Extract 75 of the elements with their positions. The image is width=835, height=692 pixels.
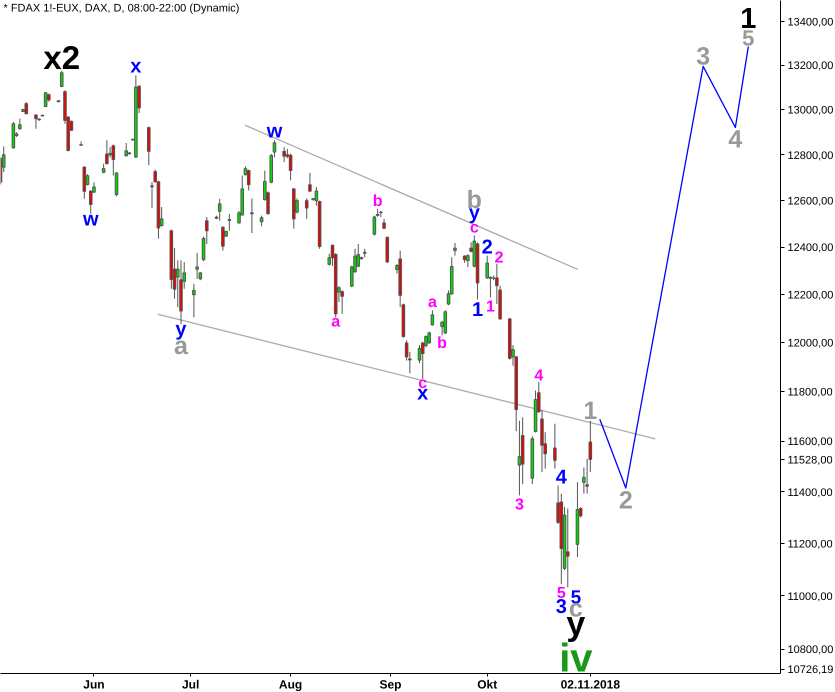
candlestick: [228, 213, 232, 232]
x-tick-label: Okt: [477, 678, 498, 692]
annotation: 1: [486, 298, 495, 316]
annotation: 1: [472, 298, 484, 321]
candlestick: [427, 331, 431, 344]
annotation: y: [175, 318, 188, 341]
x-tick-label: Sep: [379, 678, 402, 692]
annotation: a: [428, 294, 437, 312]
candlestick: [382, 218, 386, 230]
candlestick: [453, 242, 457, 256]
annotation: 3: [696, 42, 710, 71]
y-tick-label: 11200,00: [788, 538, 833, 550]
candlestick: [282, 146, 286, 163]
candlestick: [444, 310, 448, 335]
x-tick-label: Jul: [182, 678, 200, 692]
candlestick: [260, 215, 264, 227]
candlestick: [192, 283, 196, 318]
y-tick-label: 11600,00: [788, 436, 833, 448]
candlestick: [60, 70, 64, 88]
candlestick: [430, 310, 434, 326]
candlestick: [518, 420, 522, 496]
candlestick: [12, 122, 16, 150]
candlestick: [146, 126, 151, 166]
candlestick: [308, 172, 312, 193]
candlestick: [566, 508, 570, 588]
y-tick-label: 12200,00: [788, 289, 834, 302]
candlestick: [218, 198, 222, 222]
y-tick-label: 11000,00: [788, 590, 833, 603]
candlestick: [553, 423, 557, 470]
y-tick-label: 11400,00: [788, 486, 833, 499]
line-series: [599, 46, 749, 489]
y-tick-label: 13400,00: [788, 16, 834, 28]
annotation: 4: [534, 368, 544, 385]
annotation: 4: [556, 466, 568, 489]
y-tick-label: 11528,00: [788, 454, 833, 466]
y-tick-label: 12400,00: [788, 242, 834, 254]
candlestick: [24, 102, 28, 115]
y-tick-label: 13200,00: [788, 60, 834, 72]
annotation: 3: [514, 496, 524, 514]
candlestick: [466, 254, 470, 268]
x-tick-label: Jun: [83, 678, 105, 692]
annotation: 2: [494, 249, 504, 266]
candlestick: [340, 290, 344, 314]
candlestick: [105, 140, 109, 166]
y-tick-label: 12000,00: [788, 338, 834, 350]
candlestick: [195, 252, 199, 280]
y-tick-label: 10726,19: [788, 664, 834, 676]
y-tick-label: 12800,00: [788, 150, 834, 162]
annotation: b: [372, 192, 383, 210]
y-tick-label: 12600,00: [788, 196, 834, 208]
y-tick-label: 13000,00: [788, 104, 834, 117]
chart-title: * FDAX 1!-EUX, DAX, D, 08:00-22:00 (Dynamic): [4, 2, 240, 14]
annotation: 1: [583, 397, 598, 426]
candlestick: [124, 142, 128, 158]
annotation: w: [82, 208, 99, 230]
candlestick: [288, 153, 292, 181]
annotation: 4: [728, 126, 742, 154]
annotation: a: [331, 314, 340, 331]
candlestick: [246, 169, 250, 191]
candlestick: [221, 226, 225, 251]
annotation: x2: [43, 38, 80, 76]
x-tick-label: Aug: [278, 678, 302, 692]
candlestick: [250, 198, 254, 234]
candlestick: [34, 114, 38, 130]
y-tick-label: 10800,00: [788, 644, 834, 656]
annotation: b: [437, 335, 448, 352]
candlestick: [304, 198, 308, 220]
x-tick-label: 02.11.2018: [560, 678, 620, 692]
annotation: 2: [618, 486, 633, 514]
candlestick: [150, 181, 154, 209]
y-tick-label: 11800,00: [788, 386, 833, 398]
annotation: w: [266, 120, 283, 142]
annotation: 2: [482, 236, 493, 259]
candlestick: [44, 92, 48, 108]
annotation: x: [130, 55, 142, 78]
